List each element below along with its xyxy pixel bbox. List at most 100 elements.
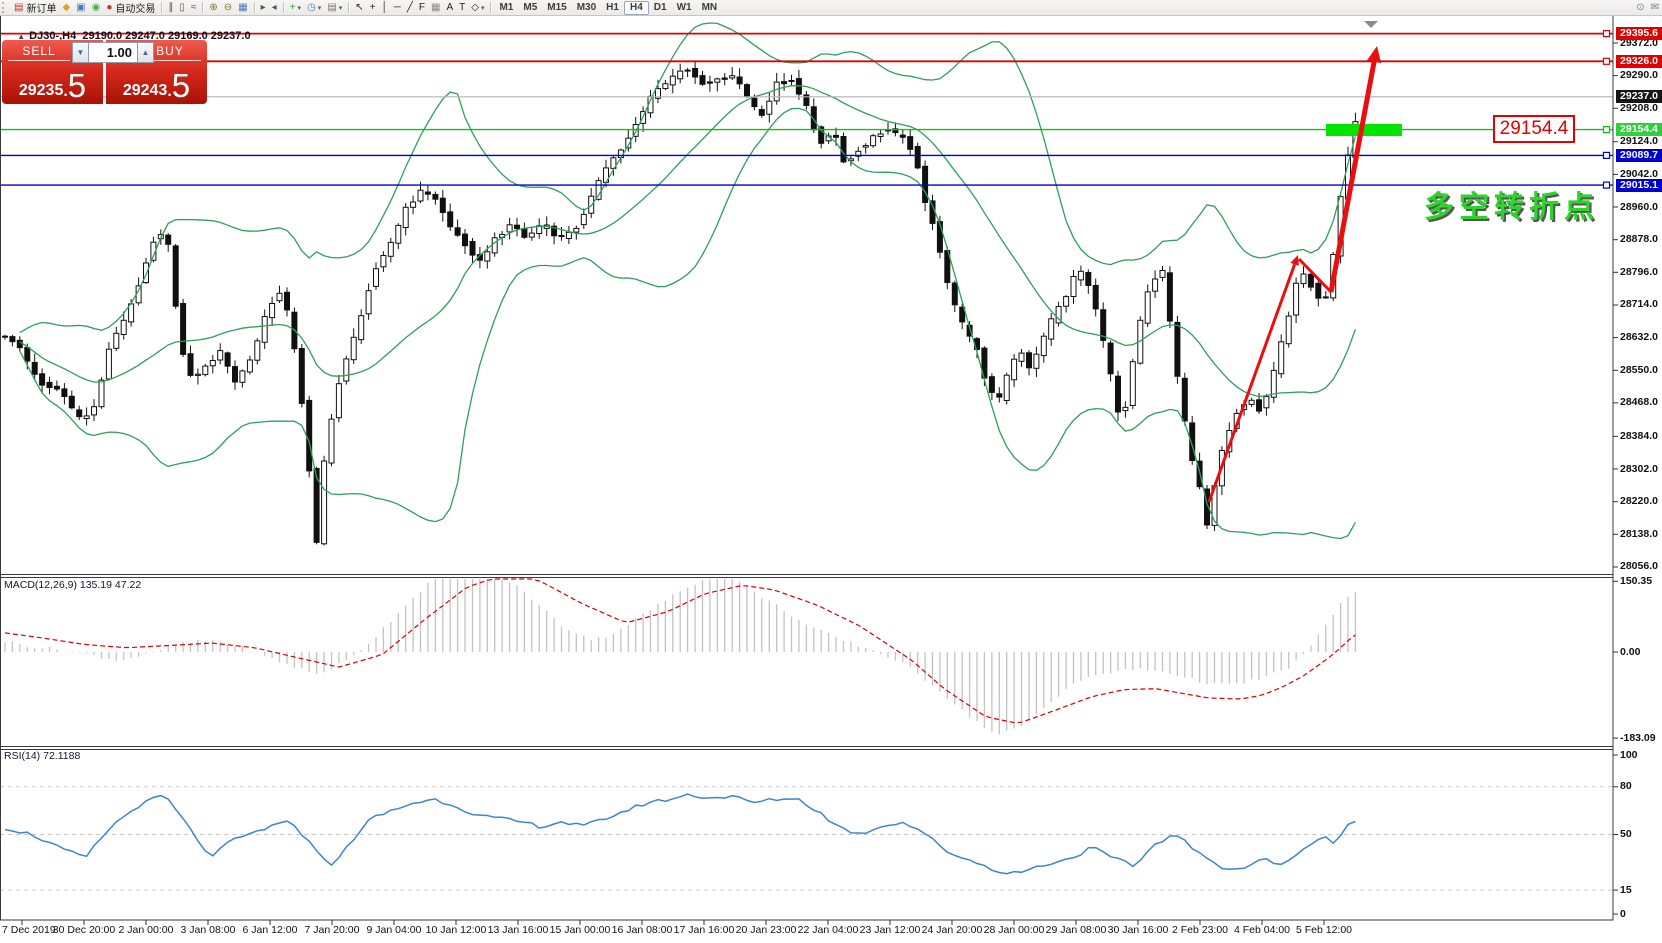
timeframe-m15-button[interactable]: M15 [547,1,567,13]
zoom-out-icon[interactable]: ⊖ [221,1,235,14]
label-icon[interactable]: T [456,1,468,14]
chart-title: ▲ DJ30-,H4 29190.0 29247.0 29169.0 29237.… [5,18,250,54]
rsi-axis-label: 80 [1620,780,1632,793]
price-axis-tick: 28468.0 [1620,396,1658,409]
bar-chart-icon[interactable]: ∥ [165,1,176,14]
macd-axis-label: 0.00 [1620,645,1641,658]
price-axis-tick: 28714.0 [1620,298,1658,311]
macd-histogram [4,579,1357,735]
macd-axis-label: 150.35 [1620,574,1653,587]
price-axis-tick: 28878.0 [1620,233,1658,246]
price-axis-badge: 29395.6 [1616,27,1662,41]
one-click-trading-widget: SELL 29235.5 BUY 29243.5 ▼ ▲ [2,40,207,104]
time-axis-label: 24 Jan 20:00 [921,924,983,936]
time-axis-label: 22 Jan 04:00 [797,924,859,936]
timeframe-m5-button[interactable]: M5 [523,1,538,13]
grid-icon: ▦ [431,2,441,13]
time-axis-label: 20 Jan 23:00 [735,924,797,936]
trendline-icon[interactable]: ╱ [404,1,416,14]
time-axis-label: 30 Dec 20:00 [52,924,116,936]
zoom-out-icon: ⊖ [223,2,233,13]
buy-label: BUY [139,44,201,61]
price-axis-tick: 28550.0 [1620,363,1658,376]
line-chart-icon: ≈ [190,2,197,13]
shapes-icon: ◇ [471,2,479,13]
autotrading-button[interactable]: ● 自动交易 [106,2,156,15]
trendline-icon: ╱ [406,2,413,13]
zoom-in-icon[interactable]: ⊕ [206,1,220,14]
chart-shift-icon[interactable]: ◂ [269,1,280,14]
time-axis-label: 5 Feb 12:00 [1295,924,1353,936]
grid-icon[interactable]: ▦ [428,1,443,14]
price-axis-tick: 29208.0 [1620,101,1658,114]
price-axis-badge: 29089.7 [1616,148,1662,162]
trend-arrows [1207,46,1382,503]
rsi-line [4,793,1356,875]
timeframe-mn-button[interactable]: MN [701,1,718,13]
tile-windows-icon[interactable]: ▦ [235,1,250,14]
text-icon[interactable]: A [443,1,456,14]
time-axis-label: 15 Jan 00:00 [549,924,611,936]
price-axis-tick: 28796.0 [1620,265,1658,278]
shapes-icon[interactable]: ◇ ▾ [471,2,485,13]
timeframe-h1-button[interactable]: H1 [606,1,619,13]
volume-control: ▼ ▲ [72,42,154,63]
periods-icon: ◷ [307,2,316,13]
price-axis-tick: 28302.0 [1620,462,1658,475]
search-icon[interactable]: ⊙ [1636,2,1645,13]
macd-axis-label: -183.09 [1620,731,1656,744]
price-axis-tick: 28138.0 [1620,527,1658,540]
volume-increase-button[interactable]: ▲ [137,42,154,63]
autotrading-button: ● [106,2,113,13]
time-axis-label: 13 Jan 16:00 [487,924,549,936]
volume-decrease-button[interactable]: ▼ [72,42,89,63]
timeframe-w1-button[interactable]: W1 [676,1,692,13]
candlestick-icon[interactable]: ▯ [176,1,188,14]
volume-input[interactable] [89,42,137,63]
timeframe-d1-button[interactable]: D1 [653,1,667,13]
bar-chart-icon: ∥ [168,2,174,13]
time-axis-label: 17 Jan 16:00 [673,924,735,936]
candlestick-icon: ▯ [179,2,185,13]
auto-scroll-icon[interactable]: ▸ [258,1,269,14]
market-watch-icon[interactable]: ▣ [73,1,88,14]
time-axis-label: 2 Jan 00:00 [118,924,174,936]
price-axis-badge: 29326.0 [1616,54,1662,68]
collapse-marker-icon[interactable]: ▲ [17,32,26,41]
templates-icon: ▤ [327,2,337,13]
signals-icon: ◉ [91,2,101,13]
line-chart-icon[interactable]: ≈ [188,1,200,14]
timeframe-m1-button[interactable]: M1 [499,1,514,13]
sell-label: SELL [8,44,70,61]
price-axis-badge: 29237.0 [1616,90,1662,104]
time-axis-label: 4 Feb 04:00 [1233,924,1291,936]
price-axis-tick: 28960.0 [1620,200,1658,213]
macd-indicator-label: MACD(12,26,9) 135.19 47.22 [4,579,142,591]
new-order-button[interactable]: ▤ 新订单 [14,2,57,15]
metaeditor-icon: ◆ [62,2,71,13]
crosshair-icon[interactable]: + [367,1,379,14]
cursor-icon[interactable]: ↖ [352,1,366,14]
metaeditor-icon[interactable]: ◆ [59,1,73,14]
fibonacci-icon[interactable]: F [416,1,428,14]
periods-icon[interactable]: ◷ ▾ [307,2,322,13]
indicators-icon[interactable]: + ▾ [289,2,302,13]
rsi-axis-label: 100 [1620,748,1638,761]
price-axis-tick: 28632.0 [1620,331,1658,344]
templates-icon[interactable]: ▤ ▾ [327,2,343,13]
fibonacci-icon: F [418,2,425,13]
highlight-bar [1326,124,1402,136]
price-callout-label[interactable]: 29154.4 [1493,115,1575,143]
time-axis-label: 2 Feb 23:00 [1171,924,1229,936]
chat-icon[interactable]: ✉ [1650,2,1659,13]
vertical-line-icon[interactable]: │ [379,1,391,14]
price-axis-tick: 29042.0 [1620,167,1658,180]
time-axis-label: 28 Jan 00:00 [983,924,1045,936]
signals-icon[interactable]: ◉ [89,1,104,14]
price-axis-tick: 29290.0 [1620,69,1658,82]
horizontal-line-icon[interactable]: ─ [391,1,404,14]
timeframe-h4-button[interactable]: H4 [623,0,649,15]
zoom-in-icon: ⊕ [209,2,218,13]
timeframe-m30-button[interactable]: M30 [576,1,597,13]
